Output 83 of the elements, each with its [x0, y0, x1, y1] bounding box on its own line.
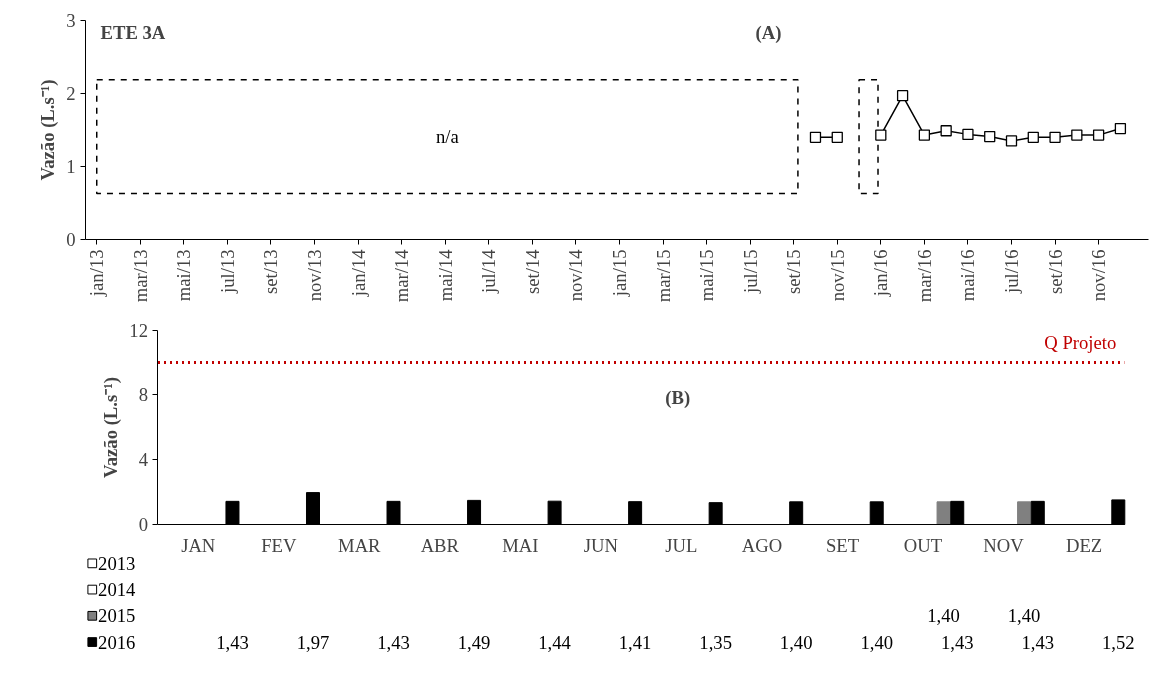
y-tick-label: 0 — [138, 514, 148, 535]
point — [1114, 122, 1127, 135]
x-tick-label: mar/15 — [652, 249, 674, 303]
x-tick-label: AGO — [741, 534, 783, 556]
data-label: 1,40 — [1007, 605, 1041, 627]
x-tick-label: jul/15 — [739, 249, 761, 295]
x-tick-label: jul/13 — [216, 249, 238, 295]
x-tick-label: jan/16 — [870, 249, 892, 298]
chart-title: ETE 3A — [100, 21, 166, 43]
x-tick-label: JAN — [181, 534, 216, 556]
data-label: 1,35 — [699, 631, 732, 653]
ref-line-label: Q Projeto — [1044, 331, 1117, 353]
x-tick-label: nov/16 — [1088, 249, 1110, 302]
x-tick-label: jan/15 — [608, 249, 630, 298]
point — [1071, 129, 1083, 141]
x-tick-label: mai/14 — [434, 248, 456, 302]
x-tick-label: MAR — [338, 534, 382, 556]
data-label: 1,40 — [779, 631, 813, 653]
data-label: 1,44 — [538, 631, 572, 653]
data-label: 1,43 — [940, 631, 974, 653]
point — [918, 129, 931, 141]
x-tick-label: set/16 — [1044, 249, 1066, 295]
point — [896, 90, 909, 102]
data-label: 1,97 — [296, 631, 330, 653]
legend-label: 2016 — [98, 631, 136, 653]
y-tick-label: 1 — [66, 156, 76, 177]
y-tick-label: 4 — [138, 449, 149, 471]
data-label: 1,43 — [377, 631, 410, 653]
y-tick-label: 12 — [129, 319, 148, 341]
y-tick-label: 3 — [66, 10, 76, 31]
x-tick-label: jan/13 — [86, 249, 108, 298]
point — [962, 128, 974, 141]
x-tick-label: DEZ — [1065, 534, 1103, 556]
x-tick-label: mar/13 — [129, 249, 151, 303]
data-label: 1,49 — [457, 631, 491, 653]
y-tick-label: 8 — [138, 384, 148, 406]
point — [831, 131, 843, 143]
x-tick-label: MAI — [502, 534, 539, 556]
x-tick-label: FEV — [261, 534, 297, 556]
annotation: (B) — [665, 386, 691, 409]
x-tick-label: nov/14 — [565, 248, 587, 302]
point — [940, 125, 952, 137]
data-label: 1,41 — [618, 631, 652, 653]
point — [984, 130, 996, 143]
x-tick-label: mar/16 — [913, 249, 935, 303]
data-label: 1,52 — [1101, 631, 1135, 653]
x-tick-label: SET — [825, 534, 860, 556]
data-label: 1,40 — [927, 605, 960, 627]
legend-label: 2014 — [98, 579, 137, 601]
x-tick-label: jul/16 — [1001, 249, 1022, 295]
data-label: 1,40 — [860, 631, 894, 653]
y-tick-label: 2 — [66, 83, 76, 104]
x-tick-label: nov/15 — [826, 249, 848, 302]
y-axis-title: Vazão (L.s⁻¹) — [99, 376, 122, 479]
x-tick-label: mai/15 — [696, 249, 718, 302]
x-tick-label: ABR — [420, 534, 460, 556]
x-tick-label: mai/16 — [957, 249, 979, 302]
point — [1092, 129, 1105, 141]
data-label: 1,43 — [216, 631, 249, 653]
x-tick-label: jan/14 — [347, 248, 369, 298]
point — [1049, 131, 1061, 143]
legend-label: 2013 — [98, 552, 136, 574]
x-tick-label: OUT — [903, 534, 943, 556]
x-tick-label: mar/14 — [391, 248, 413, 303]
point — [1027, 131, 1039, 143]
x-tick-label: mai/13 — [173, 249, 195, 302]
x-tick-label: JUN — [583, 534, 619, 556]
point — [1005, 135, 1018, 147]
y-tick-label: 0 — [66, 229, 76, 250]
y-axis-title: Vazão (L.s⁻¹) — [37, 79, 60, 181]
data-label: 1,43 — [1021, 631, 1055, 653]
x-tick-label: set/13 — [260, 249, 282, 295]
point — [875, 129, 887, 141]
point — [809, 131, 822, 143]
band-label: n/a — [435, 126, 460, 148]
x-tick-label: jul/14 — [478, 248, 500, 295]
x-tick-label: set/15 — [783, 249, 805, 295]
x-tick-label: set/14 — [521, 248, 543, 295]
x-tick-label: NOV — [983, 534, 1025, 556]
x-tick-label: JUL — [665, 534, 698, 556]
annotation: (A) — [755, 21, 782, 44]
legend-label: 2015 — [98, 605, 136, 627]
x-tick-label: nov/13 — [304, 249, 326, 302]
